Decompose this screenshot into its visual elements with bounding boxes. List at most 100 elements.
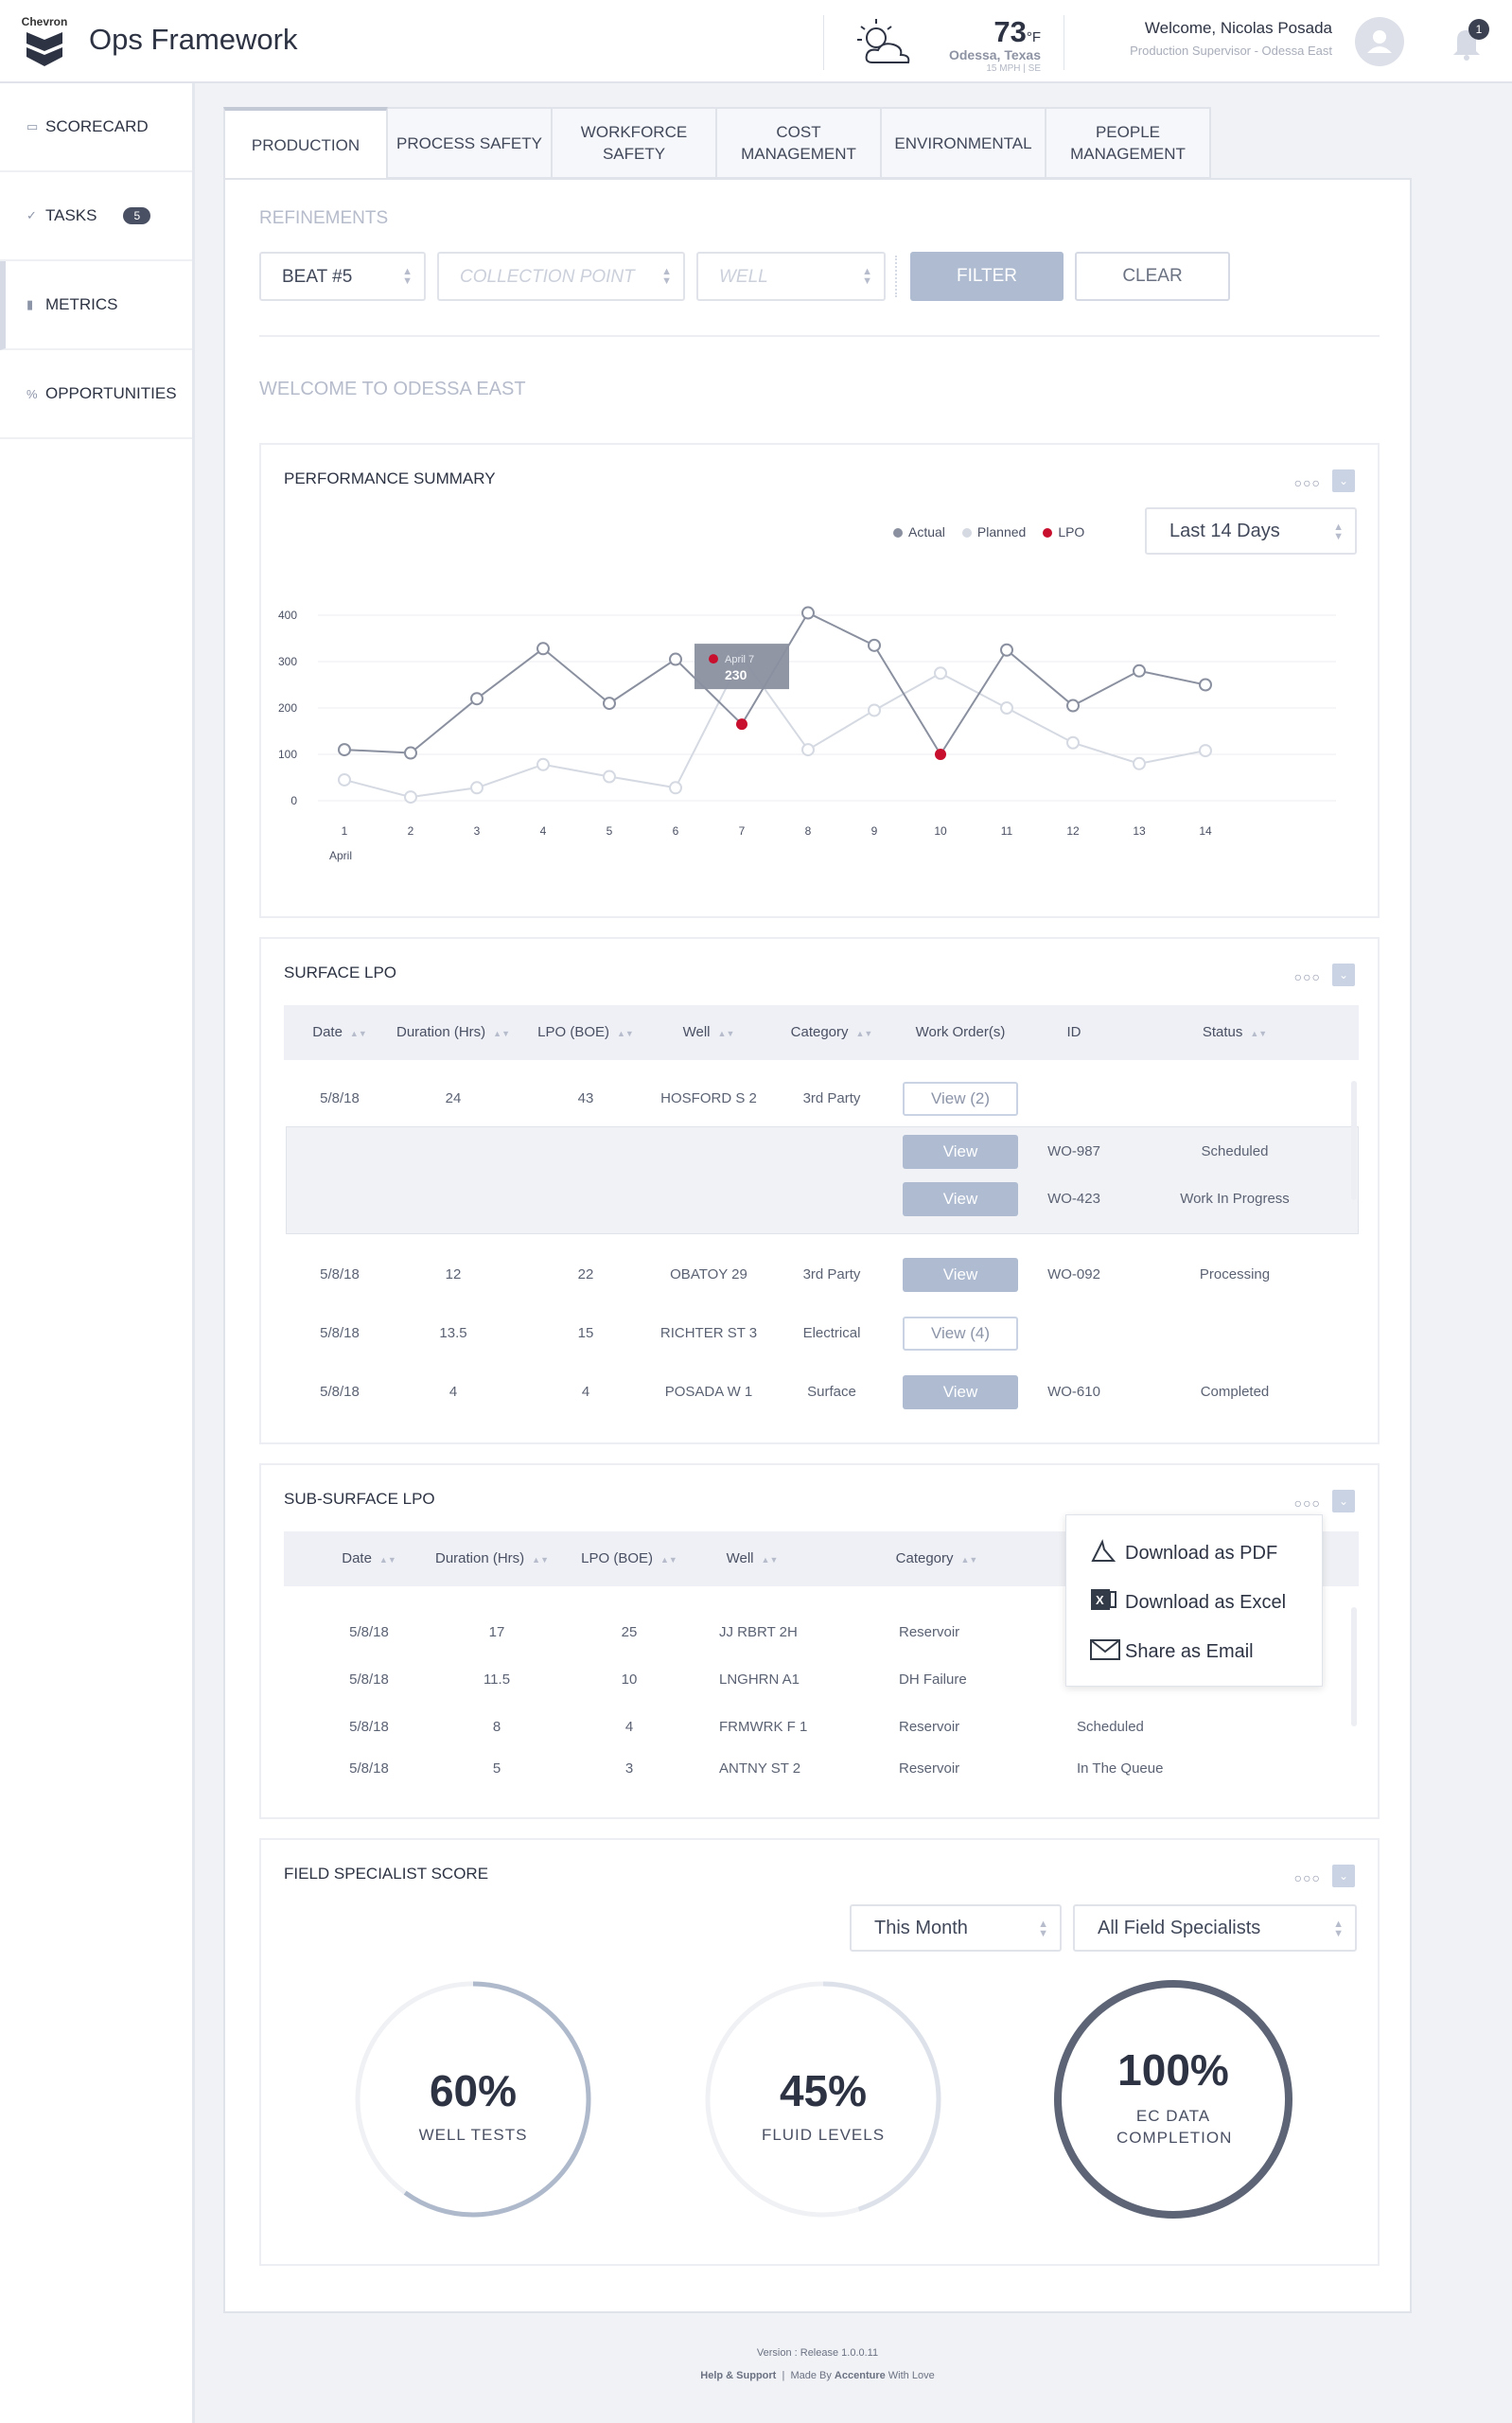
actual-point[interactable] [536, 642, 550, 656]
menu-label: Share as Email [1125, 1641, 1254, 1662]
date-range-select[interactable]: Last 14 Days ▲ ▼ [1145, 507, 1357, 555]
planned-point[interactable] [868, 703, 881, 717]
well-select[interactable]: WELL ▲ ▼ [696, 252, 886, 301]
table-scrollbar[interactable] [1351, 1607, 1357, 1726]
cell-status [1154, 1075, 1315, 1123]
planned-point[interactable] [338, 772, 351, 787]
gauge-ring [355, 1981, 591, 2218]
sidebar-item-tasks[interactable]: ✓ TASKS 5 [0, 172, 192, 261]
clear-button[interactable]: CLEAR [1075, 252, 1230, 301]
table-row: 5/8/18 4 4 POSADA W 1 Surface View WO-610 Compl… [284, 1369, 1359, 1416]
tab-process-safety[interactable]: PROCESS SAFETY [388, 107, 553, 179]
col-duration[interactable]: Duration (Hrs) ▲▼ [396, 1024, 510, 1040]
actual-point[interactable] [1199, 678, 1212, 692]
cell-status: Work In Progress [1180, 1191, 1290, 1207]
tab-workforce-safety[interactable]: WORKFORCE SAFETY [553, 107, 717, 179]
actual-point[interactable] [669, 652, 682, 666]
collapse-chevron-icon[interactable]: ⌄ [1332, 1490, 1355, 1512]
tab-production[interactable]: PRODUCTION [223, 107, 388, 179]
more-options-icon[interactable]: ○○○ [1293, 1870, 1321, 1885]
view-work-order-button[interactable]: View [903, 1182, 1018, 1216]
period-select[interactable]: This Month ▲ ▼ [850, 1904, 1062, 1952]
actual-point[interactable] [1066, 699, 1080, 713]
specialists-select[interactable]: All Field Specialists ▲ ▼ [1073, 1904, 1357, 1952]
planned-point[interactable] [801, 743, 815, 757]
top-header: Chevron Ops Framework 73°F Odessa, Texas… [0, 0, 1512, 83]
table-row: 5/8/18 12 22 OBATOY 29 3rd Party View WO-092 Pr… [284, 1251, 1359, 1299]
sidebar-item-metrics[interactable]: ▮ METRICS [0, 261, 192, 350]
y-tick-label: 400 [278, 609, 297, 622]
lpo-point[interactable] [935, 749, 946, 760]
view-work-order-button[interactable]: View [903, 1135, 1018, 1169]
planned-point[interactable] [536, 757, 550, 771]
table-scrollbar[interactable] [1351, 1081, 1357, 1200]
col-lpo[interactable]: LPO (BOE) ▲▼ [537, 1024, 634, 1040]
sort-icon: ▲▼ [493, 1029, 510, 1038]
planned-point[interactable] [1133, 756, 1146, 770]
download-pdf-item[interactable]: Download as PDF [1089, 1536, 1277, 1571]
planned-point[interactable] [1066, 735, 1080, 750]
made-by-text: Made By [790, 2370, 832, 2381]
cell-status [1154, 1310, 1315, 1357]
sidebar-item-scorecard[interactable]: ▭ SCORECARD [0, 83, 192, 172]
planned-point[interactable] [669, 781, 682, 795]
col-date[interactable]: Date ▲▼ [342, 1550, 396, 1566]
actual-point[interactable] [603, 697, 616, 711]
filter-button[interactable]: FILTER [910, 252, 1064, 301]
more-options-icon[interactable]: ○○○ [1293, 1495, 1321, 1511]
col-status[interactable]: Status ▲▼ [1202, 1024, 1268, 1040]
planned-point[interactable] [603, 769, 616, 784]
view-work-orders-button[interactable]: View (4) [903, 1317, 1018, 1351]
planned-point[interactable] [404, 790, 417, 805]
planned-point[interactable] [1000, 701, 1013, 715]
well-placeholder: WELL [719, 267, 768, 287]
actual-point[interactable] [404, 746, 417, 760]
help-support-link[interactable]: Help & Support [700, 2370, 777, 2381]
cell-id: WO-987 [1047, 1143, 1100, 1159]
more-options-icon[interactable]: ○○○ [1293, 969, 1321, 984]
actual-point[interactable] [1000, 643, 1013, 657]
app-title: Ops Framework [89, 23, 298, 56]
gauge-ring [705, 1981, 941, 2218]
share-email-item[interactable]: Share as Email [1089, 1635, 1254, 1670]
actual-point[interactable] [470, 692, 483, 706]
collapse-chevron-icon[interactable]: ⌄ [1332, 469, 1355, 492]
download-excel-item[interactable]: X Download as Excel [1089, 1585, 1286, 1620]
planned-point[interactable] [470, 781, 483, 795]
actual-point[interactable] [801, 606, 815, 620]
actual-point[interactable] [338, 743, 351, 757]
view-work-orders-button[interactable]: View [903, 1375, 1018, 1409]
view-work-orders-button[interactable]: View (2) [903, 1082, 1018, 1116]
col-category[interactable]: Category ▲▼ [790, 1024, 873, 1040]
lpo-point[interactable] [736, 718, 747, 731]
tab-cost-management[interactable]: COST MANAGEMENT [717, 107, 882, 179]
collection-point-select[interactable]: COLLECTION POINT ▲ ▼ [437, 252, 685, 301]
gauge-progress [705, 1981, 941, 2218]
col-duration[interactable]: Duration (Hrs) ▲▼ [434, 1550, 549, 1566]
tab-environmental[interactable]: ENVIRONMENTAL [882, 107, 1046, 179]
notifications-button[interactable]: 1 [1448, 19, 1489, 61]
cell-well: RICHTER ST 3 [659, 1325, 758, 1341]
col-well[interactable]: Well ▲▼ [726, 1550, 779, 1566]
collapse-chevron-icon[interactable]: ⌄ [1332, 1865, 1355, 1887]
more-options-icon[interactable]: ○○○ [1293, 475, 1321, 490]
cell-well: JJ RBRT 2H [719, 1624, 798, 1640]
planned-point[interactable] [1199, 744, 1212, 758]
sidebar-item-opportunities[interactable]: % OPPORTUNITIES [0, 350, 192, 439]
chevron-logo[interactable]: Chevron [21, 15, 68, 68]
view-work-orders-button[interactable]: View [903, 1258, 1018, 1292]
export-menu: Download as PDF X Download as Excel Shar… [1065, 1514, 1323, 1687]
col-lpo[interactable]: LPO (BOE) ▲▼ [581, 1550, 677, 1566]
col-well[interactable]: Well ▲▼ [682, 1024, 735, 1040]
beat-select[interactable]: BEAT #5 ▲ ▼ [259, 252, 426, 301]
collapse-chevron-icon[interactable]: ⌄ [1332, 964, 1355, 986]
col-date[interactable]: Date ▲▼ [312, 1024, 367, 1040]
col-category[interactable]: Category ▲▼ [895, 1550, 978, 1566]
scorecard-icon: ▭ [26, 119, 39, 133]
actual-point[interactable] [868, 638, 881, 652]
planned-point[interactable] [934, 666, 947, 681]
avatar[interactable] [1355, 17, 1404, 66]
tab-people-management[interactable]: PEOPLE MANAGEMENT [1046, 107, 1211, 179]
actual-point[interactable] [1133, 663, 1146, 678]
cell-date: 5/8/18 [349, 1671, 389, 1688]
